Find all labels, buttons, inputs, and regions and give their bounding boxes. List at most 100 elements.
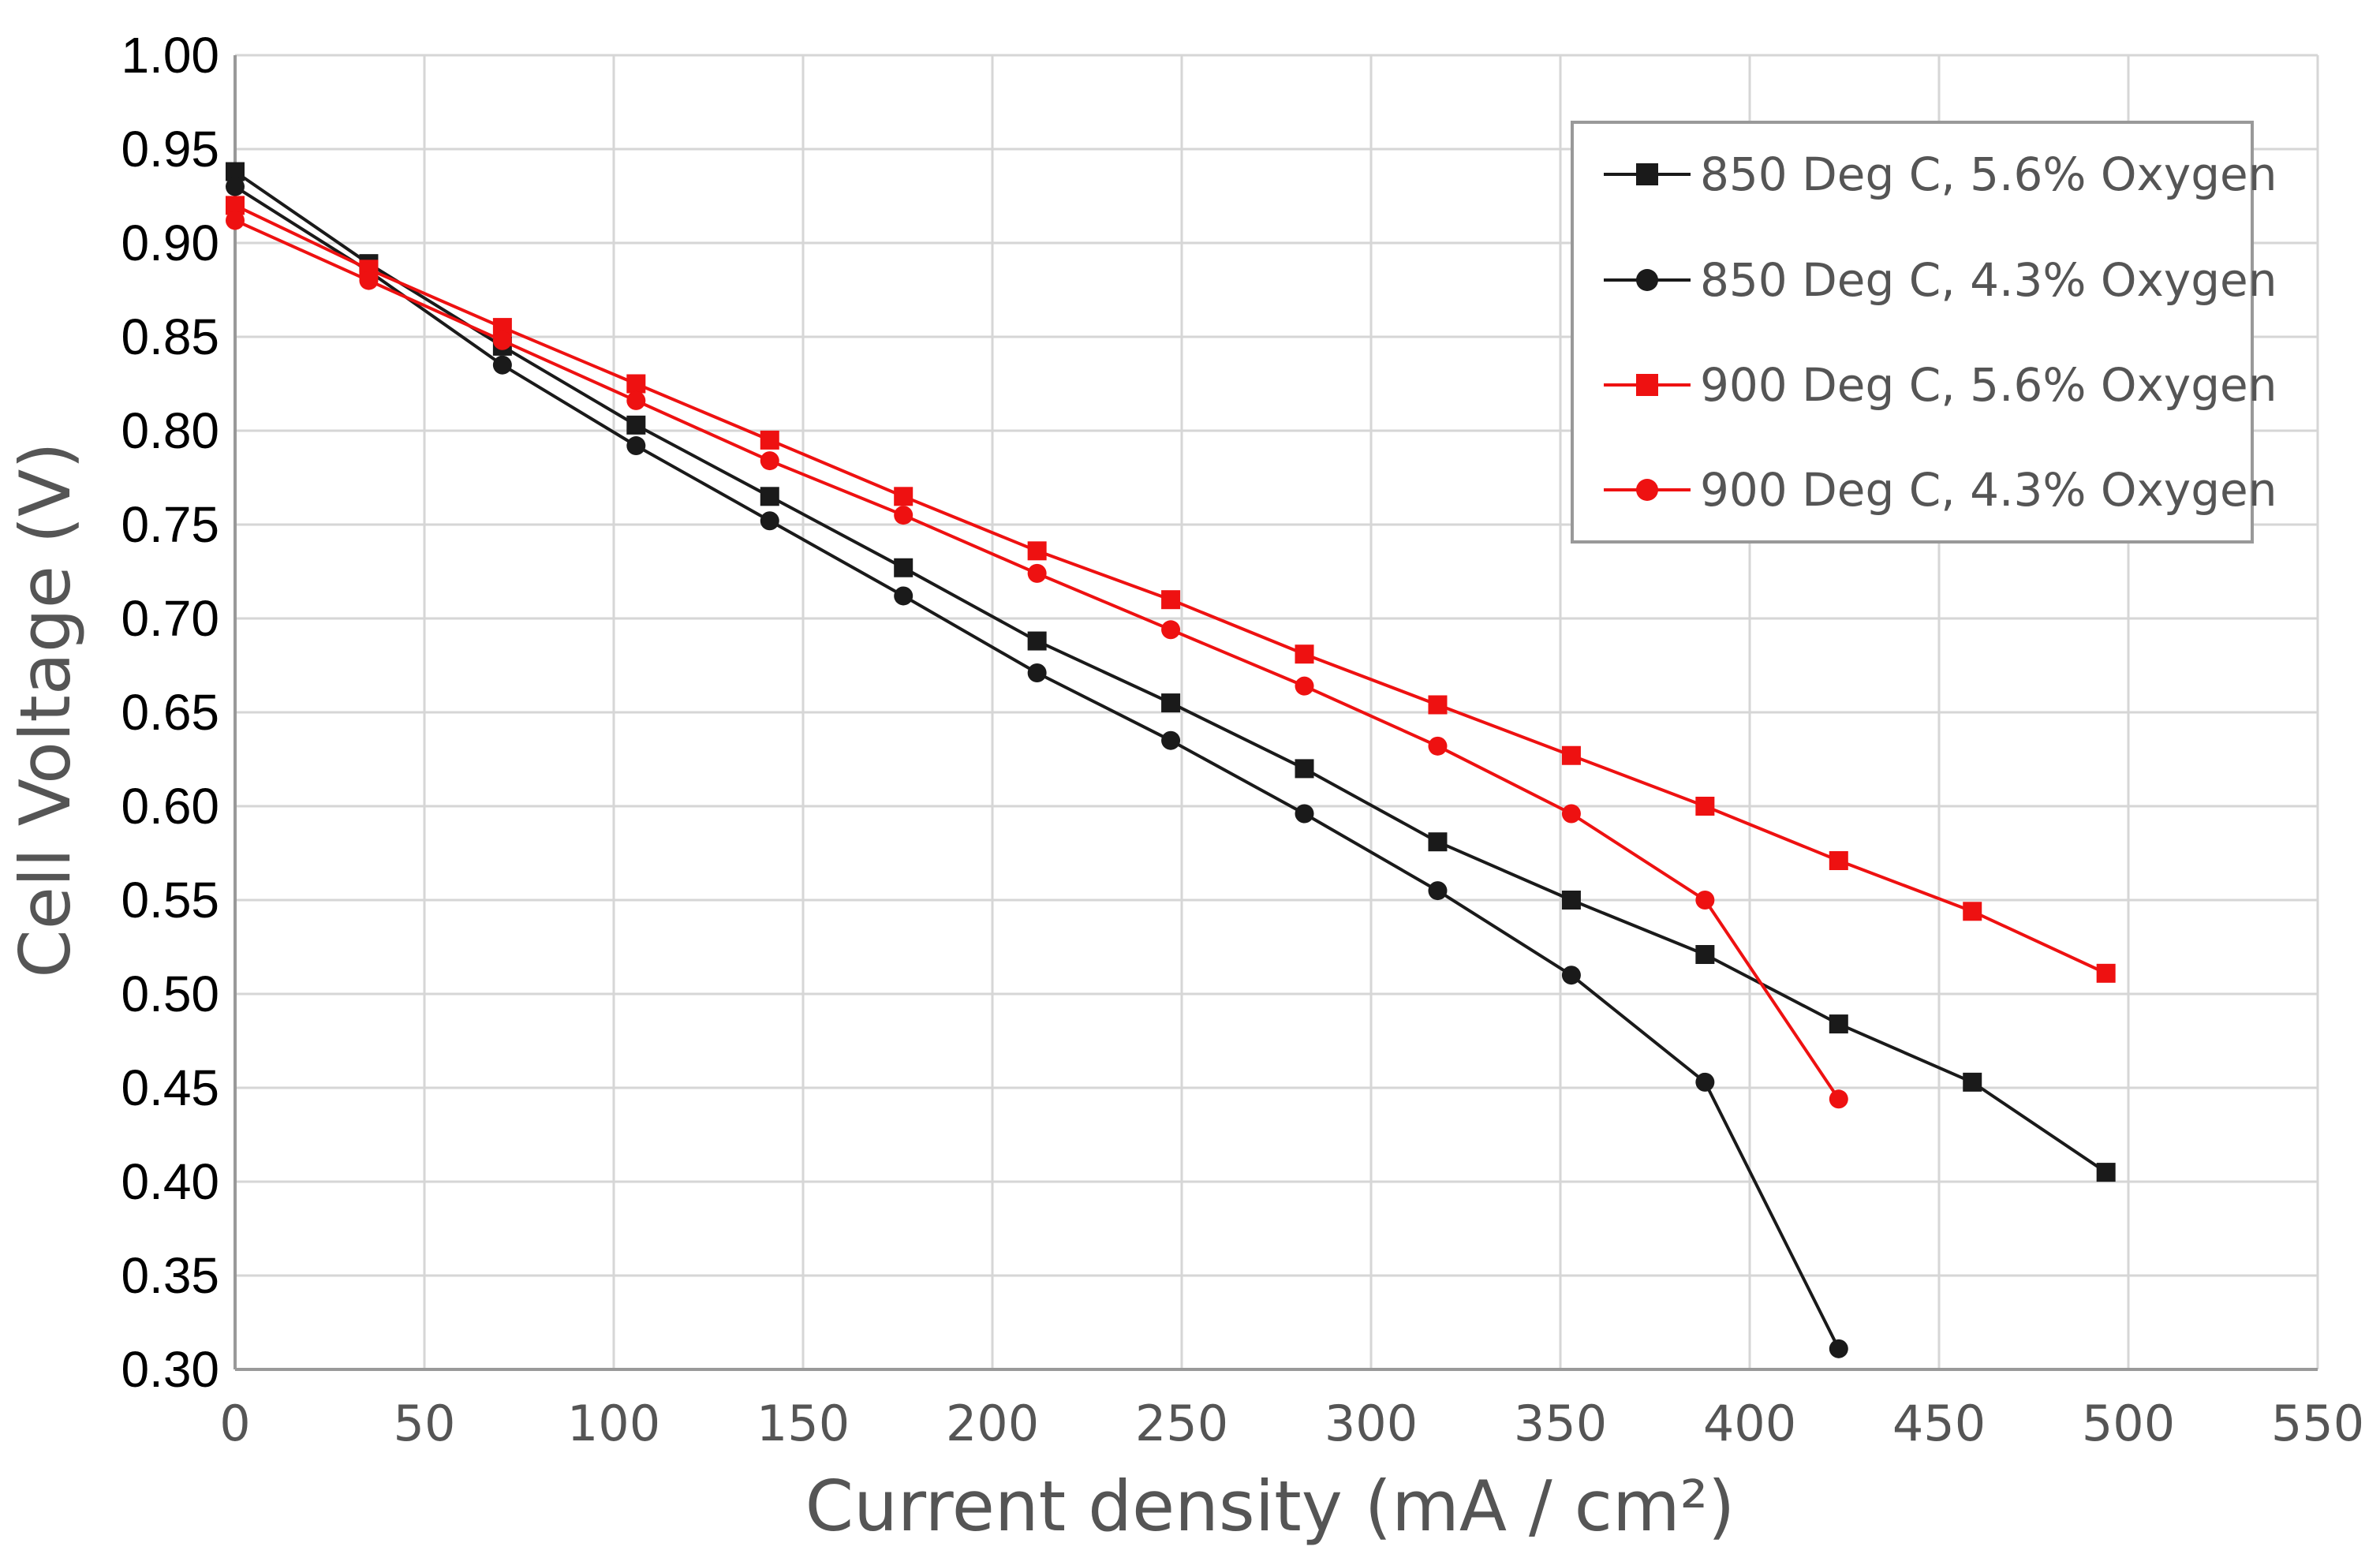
series-1-point <box>760 487 779 506</box>
series-1-point <box>1963 1072 1982 1092</box>
series-3-point <box>626 374 646 394</box>
series-3-point <box>1963 902 1982 921</box>
x-tick-label: 100 <box>567 1395 660 1452</box>
series-2-point <box>1829 1339 1848 1358</box>
x-tick-label: 300 <box>1325 1395 1418 1452</box>
series-1-point <box>626 415 646 435</box>
x-tick-label: 50 <box>394 1395 456 1452</box>
series-1-point <box>1829 1014 1848 1034</box>
x-tick-label: 500 <box>2082 1395 2175 1452</box>
series-4-point <box>626 390 646 410</box>
legend-label: 850 Deg C, 4.3% Oxygen <box>1700 253 2277 307</box>
x-tick-label: 350 <box>1514 1395 1607 1452</box>
x-tick-label: 150 <box>757 1395 850 1452</box>
x-tick-label: 550 <box>2271 1395 2364 1452</box>
y-tick-label: 0.30 <box>121 1341 219 1398</box>
y-tick-label: 0.60 <box>121 778 219 835</box>
series-3-point <box>760 430 779 450</box>
legend-swatch-marker <box>1636 269 1658 291</box>
series-2-point <box>894 586 914 606</box>
series-4-point <box>359 271 379 290</box>
y-tick-label: 0.70 <box>121 590 219 647</box>
x-tick-label: 250 <box>1135 1395 1228 1452</box>
series-3-point <box>1027 541 1047 561</box>
series-4-point <box>1561 804 1581 824</box>
series-4-point <box>760 451 779 471</box>
series-4-point <box>1428 736 1448 756</box>
series-2-point <box>1695 1072 1715 1092</box>
y-tick-label: 0.90 <box>121 215 219 271</box>
legend-swatch-marker <box>1636 479 1658 501</box>
series-3-point <box>2096 963 2116 983</box>
x-tick-label: 0 <box>219 1395 250 1452</box>
series-1-point <box>1161 693 1181 713</box>
legend-label: 900 Deg C, 4.3% Oxygen <box>1700 463 2277 517</box>
y-tick-label: 0.75 <box>121 496 219 553</box>
y-tick-label: 1.00 <box>121 27 219 84</box>
series-3-point <box>894 487 914 506</box>
series-4-point <box>226 211 245 230</box>
series-4-point <box>1695 891 1715 910</box>
series-2-point <box>1027 663 1047 683</box>
series-3-point <box>1829 851 1848 871</box>
y-tick-labels: 0.30 0.35 0.40 0.45 0.50 0.55 0.60 0.65 0.70 0.75… <box>121 27 219 1398</box>
series-4-point <box>1161 620 1181 640</box>
series-group <box>226 162 2116 1358</box>
series-1-point <box>1695 945 1715 965</box>
series-1 <box>226 162 2116 1182</box>
y-axis-title: Cell Voltage (V) <box>5 442 86 977</box>
y-tick-label: 0.85 <box>121 308 219 365</box>
series-1-point <box>1027 631 1047 651</box>
y-tick-label: 0.95 <box>121 121 219 177</box>
series-3-point <box>1161 590 1181 610</box>
series-4-point <box>1027 563 1047 583</box>
series-1-point <box>1428 832 1448 852</box>
x-tick-label: 400 <box>1703 1395 1796 1452</box>
legend-swatch-marker <box>1636 163 1658 185</box>
y-tick-label: 0.65 <box>121 684 219 741</box>
legend-item-3: 900 Deg C, 5.6% Oxygen <box>1604 358 2277 412</box>
series-2-point <box>226 177 245 196</box>
series-3-point <box>1561 745 1581 765</box>
y-tick-label: 0.80 <box>121 402 219 459</box>
series-1-point <box>1561 891 1581 910</box>
series-3-point <box>1295 644 1314 664</box>
series-4 <box>226 211 1848 1109</box>
series-1-point <box>2096 1163 2116 1182</box>
series-2-point <box>1161 730 1181 750</box>
series-2-point <box>626 436 646 456</box>
x-axis-title: Current density (mA / cm²) <box>805 1466 1735 1547</box>
legend-item-1: 850 Deg C, 5.6% Oxygen <box>1604 148 2277 201</box>
series-4-point <box>894 506 914 525</box>
series-3-point <box>1695 797 1715 816</box>
y-tick-label: 0.35 <box>121 1247 219 1304</box>
series-2-point <box>1428 881 1448 901</box>
legend-item-2: 850 Deg C, 4.3% Oxygen <box>1604 253 2277 307</box>
series-4-point <box>492 331 512 350</box>
y-tick-label: 0.50 <box>121 966 219 1022</box>
x-tick-labels: 0 50 100 150 200 250 300 350 400 450 500 550 <box>219 1395 2364 1452</box>
y-tick-label: 0.40 <box>121 1153 219 1210</box>
series-2-point <box>1295 804 1314 824</box>
legend-item-4: 900 Deg C, 4.3% Oxygen <box>1604 463 2277 517</box>
y-tick-label: 0.45 <box>121 1059 219 1116</box>
series-3-point <box>1428 695 1448 715</box>
legend-box <box>1571 121 2254 544</box>
legend-swatch-marker <box>1636 374 1658 396</box>
series-4-point <box>1829 1089 1848 1109</box>
legend: 850 Deg C, 5.6% Oxygen 850 Deg C, 4.3% Ox… <box>1571 121 2277 544</box>
legend-label: 900 Deg C, 5.6% Oxygen <box>1700 358 2277 412</box>
y-tick-label: 0.55 <box>121 872 219 928</box>
series-2-point <box>760 511 779 531</box>
series-1-point <box>1295 759 1314 779</box>
series-1-point <box>894 558 914 577</box>
x-tick-label: 450 <box>1892 1395 1986 1452</box>
series-3 <box>226 196 2116 983</box>
legend-label: 850 Deg C, 5.6% Oxygen <box>1700 148 2277 201</box>
series-2-point <box>492 355 512 375</box>
series-2-point <box>1561 966 1581 985</box>
x-tick-label: 200 <box>946 1395 1039 1452</box>
series-2 <box>226 177 1848 1358</box>
series-4-point <box>1295 676 1314 696</box>
